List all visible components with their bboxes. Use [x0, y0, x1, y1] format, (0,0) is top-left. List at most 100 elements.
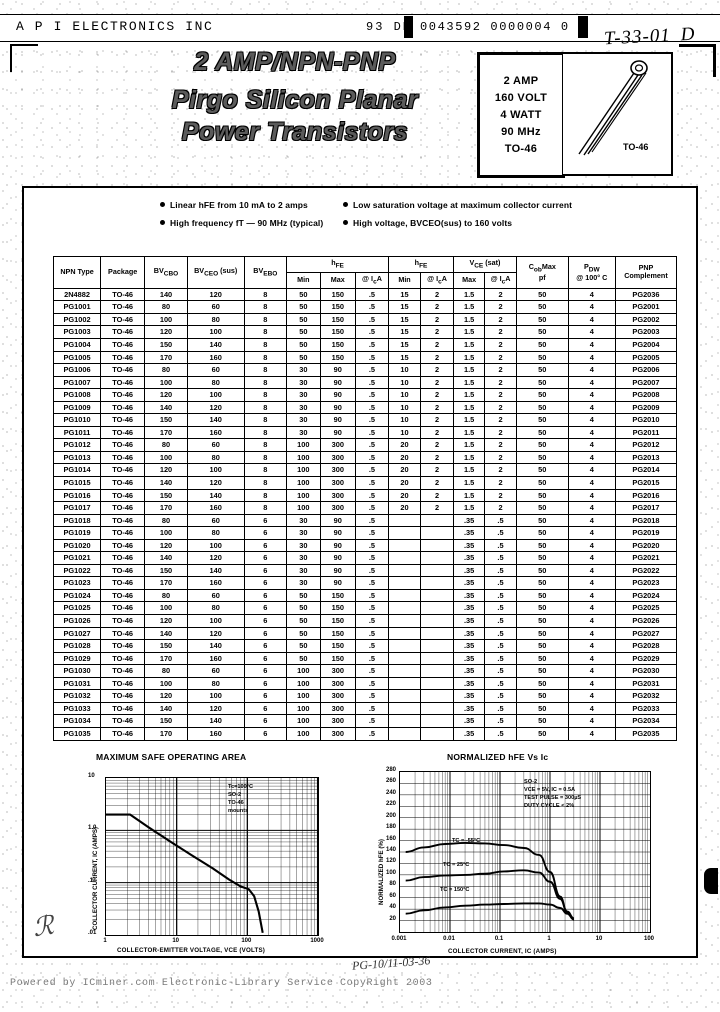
table-row[interactable]: PG1017 TO-46 170 160 8 100 300.5 20 2 1.5 2 50 4 PG20…	[52, 501, 678, 515]
table-cell-pkg: TO-46	[100, 388, 146, 402]
table-cell-ceo: 140	[186, 639, 245, 653]
table-row[interactable]: PG1018 TO-46 80 60 6 30 90.5.35.5 50 4 PG2018	[52, 513, 678, 528]
table-row[interactable]: PG1027 TO-46 140 120 6 50 150.5.35.5 50 4 PG2027	[52, 626, 678, 641]
table-row[interactable]: PG1030 TO-46 80 60 6 100 300.5.35.5 50 4 PG2030	[52, 664, 678, 678]
parametric-table-wrapper: NPN Type Package BVCBO BVCEO (sus) BVEBO…	[52, 256, 678, 741]
table-row[interactable]: PG1025 TO-46 100 80 6 50 150.5.35.5 50 4 PG2025	[52, 601, 678, 616]
table-cell-ceo: 160	[186, 501, 245, 515]
table-row[interactable]: PG1003 TO-46 120 100 8 50 150.5 15 2 1.5 2 50 4 PG200…	[52, 325, 678, 339]
table-cell-pkg: TO-46	[100, 551, 146, 565]
table-cell-pkg: TO-46	[100, 526, 146, 540]
table-row[interactable]: PG1032 TO-46 120 100 6 100 300.5.35.5 50 4 PG2032	[52, 689, 678, 703]
table-cell-pdw: 4	[567, 664, 616, 678]
table-row[interactable]: PG1002 TO-46 100 80 8 50 150.5 15 2 1.5 2 50 4 PG2002	[52, 312, 678, 327]
table-cell-type: PG1010	[52, 413, 102, 427]
table-cell-ceo: 120	[186, 400, 245, 415]
table-cell-type: PG1029	[52, 651, 102, 666]
table-row[interactable]: PG1029 TO-46 170 160 6 50 150.5.35.5 50 4 PG2029	[52, 651, 678, 666]
table-row[interactable]: PG1024 TO-46 80 60 6 50 150.5.35.5 50 4 PG2024	[52, 588, 678, 603]
table-cell-cob: 50	[515, 450, 569, 465]
header-document-number: 0043592 0000004 0	[420, 20, 570, 34]
table-cell-pnp: PG2007	[614, 375, 678, 390]
table-row[interactable]: PG1007 TO-46 100 80 8 30 90.5 10 2 1.5 2 50 4 PG2007	[52, 375, 678, 390]
table-cell-min: 50	[286, 325, 321, 339]
table-row[interactable]: PG1004 TO-46 150 140 8 50 150.5 15 2 1.5 2 50 4 PG200…	[52, 338, 678, 352]
table-row[interactable]: PG1008 TO-46 120 100 8 30 90.5 10 2 1.5 2 50 4 PG2008	[52, 388, 678, 402]
table-cell-min2: 10	[387, 400, 422, 415]
table-row[interactable]: PG1009 TO-46 140 120 8 30 90.5 10 2 1.5 2 50 4 PG2009	[52, 400, 678, 415]
table-row[interactable]: PG1010 TO-46 150 140 8 30 90.5 10 2 1.5 2 50 4 PG2010	[52, 413, 678, 427]
table-cell-vmax: .35	[453, 526, 486, 540]
table-row[interactable]: PG1015 TO-46 140 120 8 100 300.5 20 2 1.5 2 50 4 PG20…	[52, 476, 678, 490]
table-cell-max: 150	[319, 325, 356, 339]
table-cell-ia2: 2	[420, 375, 455, 390]
table-row[interactable]: PG1001 TO-46 80 60 8 50 150.5 15 2 1.5 2 50 4 PG2001	[52, 300, 678, 314]
table-cell-max: 150	[319, 588, 356, 603]
table-row[interactable]: 2N4882 TO-46 140 120 8 50 150.5 15 2 1.5 2 50 4 PG203…	[52, 287, 678, 302]
table-cell-min2	[387, 576, 422, 590]
table-row[interactable]: PG1023 TO-46 170 160 6 30 90.5.35.5 50 4 PG2023	[52, 576, 678, 590]
table-cell-ceo: 60	[186, 664, 245, 678]
handwritten-code: T-33-01	[603, 24, 672, 50]
table-cell-ia: .5	[354, 588, 389, 603]
table-cell-min: 100	[286, 714, 321, 728]
table-cell-ia: .5	[354, 312, 389, 327]
soa-chart-plot	[105, 777, 319, 936]
table-cell-cob: 50	[515, 312, 569, 327]
table-cell-max: 90	[319, 513, 356, 528]
table-cell-ceo: 120	[186, 476, 245, 490]
table-row[interactable]: PG1019 TO-46 100 80 6 30 90.5.35.5 50 4 PG2019	[52, 526, 678, 540]
table-cell-pnp: PG2017	[614, 501, 678, 515]
table-cell-type: PG1035	[52, 726, 102, 741]
table-row[interactable]: PG1005 TO-46 170 160 8 50 150.5 15 2 1.5 2 50 4 PG200…	[52, 350, 678, 365]
table-row[interactable]: PG1016 TO-46 150 140 8 100 300.5 20 2 1.5 2 50 4 PG20…	[52, 488, 678, 503]
table-cell-pdw: 4	[567, 639, 616, 653]
table-row[interactable]: PG1006 TO-46 80 60 8 30 90.5 10 2 1.5 2 50 4 PG2006	[52, 363, 678, 377]
table-cell-vmax: .35	[453, 551, 486, 565]
table-cell-ebo: 8	[243, 501, 288, 515]
table-row[interactable]: PG1031 TO-46 100 80 6 100 300.5.35.5 50 4 PG2031	[52, 676, 678, 691]
table-cell-via: 2	[484, 363, 517, 377]
table-row[interactable]: PG1022 TO-46 150 140 6 30 90.5.35.5 50 4 PG2022	[52, 563, 678, 578]
table-cell-ceo: 160	[186, 425, 245, 440]
table-row[interactable]: PG1034 TO-46 150 140 6 100 300.5.35.5 50 4 PG2034	[52, 714, 678, 728]
table-cell-min2	[387, 726, 422, 741]
table-cell-ia: .5	[354, 388, 389, 402]
table-row[interactable]: PG1012 TO-46 80 60 8 100 300.5 20 2 1.5 2 50 4 PG2012	[52, 438, 678, 452]
table-row[interactable]: PG1013 TO-46 100 80 8 100 300.5 20 2 1.5 2 50 4 PG201…	[52, 450, 678, 465]
table-cell-pkg: TO-46	[100, 689, 146, 703]
table-row[interactable]: PG1011 TO-46 170 160 8 30 90.5 10 2 1.5 2 50 4 PG2011	[52, 425, 678, 440]
table-row[interactable]: PG1028 TO-46 150 140 6 50 150.5.35.5 50 4 PG2028	[52, 639, 678, 653]
soa-annotation-line-0: Tc=100°C	[228, 784, 253, 790]
table-cell-pkg: TO-46	[100, 425, 146, 440]
table-cell-vmax: 1.5	[453, 350, 486, 365]
table-cell-type: PG1022	[52, 563, 102, 578]
table-cell-pkg: TO-46	[100, 463, 146, 477]
table-cell-pdw: 4	[567, 425, 616, 440]
table-cell-min2: 20	[387, 438, 422, 452]
table-row[interactable]: PG1021 TO-46 140 120 6 30 90.5.35.5 50 4 PG2021	[52, 551, 678, 565]
table-cell-cob: 50	[515, 588, 569, 603]
table-row[interactable]: PG1014 TO-46 120 100 8 100 300.5 20 2 1.5 2 50 4 PG20…	[52, 463, 678, 477]
table-cell-cob: 50	[515, 714, 569, 728]
table-cell-pdw: 4	[567, 450, 616, 465]
table-cell-ceo: 120	[186, 551, 245, 565]
table-cell-min: 50	[286, 601, 321, 616]
table-cell-via: .5	[484, 714, 517, 728]
table-cell-ia2: 2	[420, 438, 455, 452]
table-cell-via: 2	[484, 425, 517, 440]
table-cell-ebo: 6	[243, 651, 288, 666]
soa-y-tick-0: 10	[88, 773, 95, 779]
bullet-icon	[160, 202, 165, 207]
table-cell-type: PG1021	[52, 551, 102, 565]
table-cell-cbo: 170	[144, 350, 188, 365]
table-cell-ebo: 8	[243, 363, 288, 377]
table-row[interactable]: PG1033 TO-46 140 120 6 100 300.5.35.5 50 4 PG2033	[52, 701, 678, 716]
table-cell-pnp: PG2036	[614, 287, 678, 302]
table-row[interactable]: PG1035 TO-46 170 160 6 100 300.5.35.5 50 4 PG2035	[52, 726, 678, 741]
table-cell-pkg: TO-46	[100, 651, 146, 666]
table-row[interactable]: PG1020 TO-46 120 100 6 30 90.5.35.5 50 4 PG2020	[52, 538, 678, 553]
hfe-y-tick-220: 220	[385, 801, 396, 808]
table-row[interactable]: PG1026 TO-46 120 100 6 50 150.5.35.5 50 4 PG2026	[52, 614, 678, 628]
th-group-hfe-2: hFE	[387, 256, 455, 273]
